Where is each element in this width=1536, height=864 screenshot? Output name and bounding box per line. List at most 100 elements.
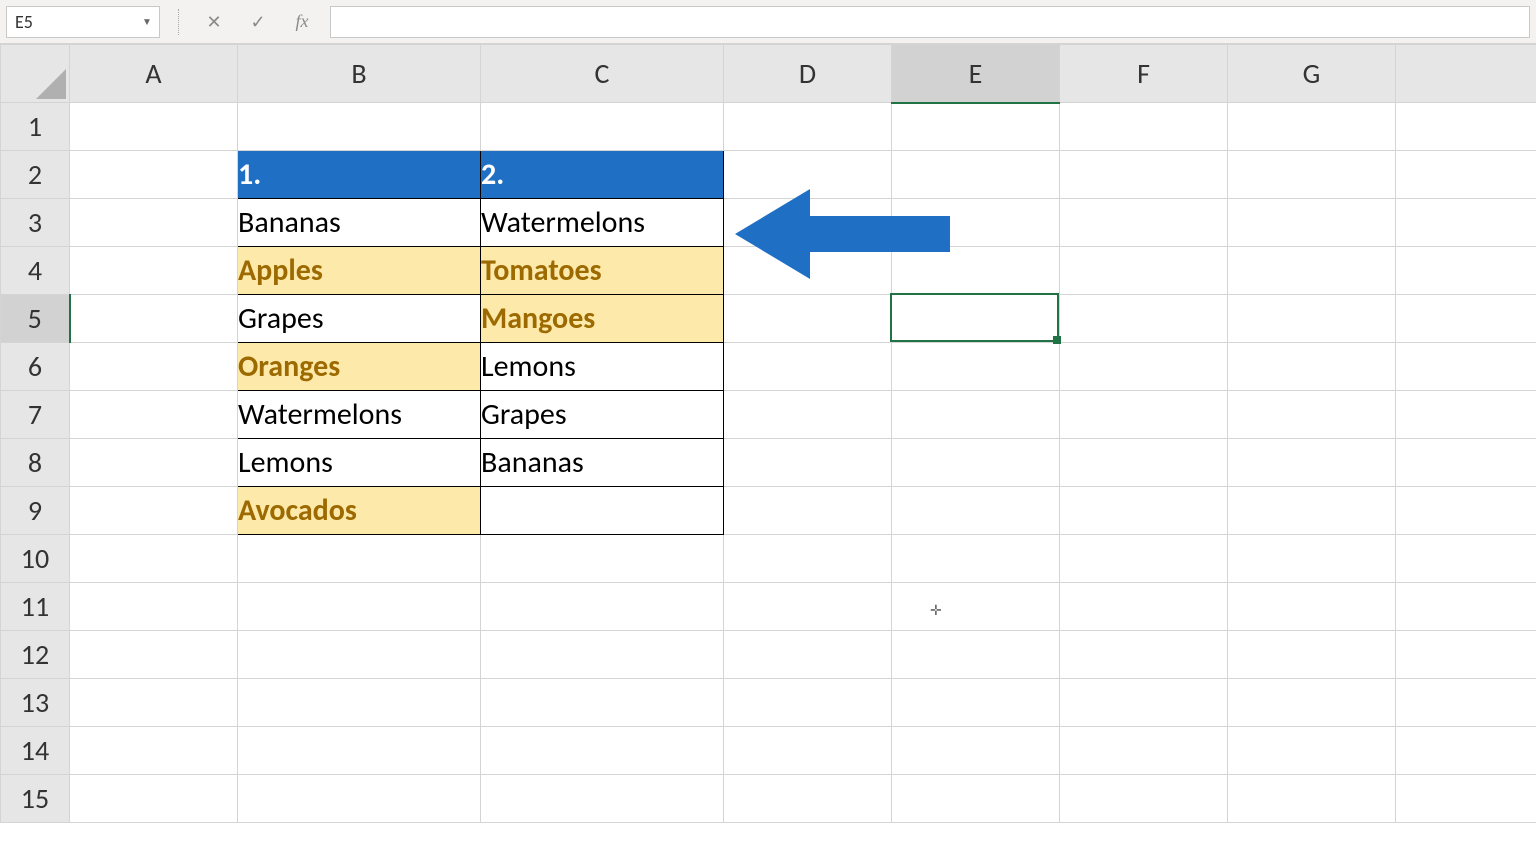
- cell-A7[interactable]: [70, 391, 238, 439]
- cell-E3[interactable]: [892, 199, 1060, 247]
- row-header-13[interactable]: 13: [1, 679, 70, 727]
- cell-G14[interactable]: [1228, 727, 1396, 775]
- cell-H1[interactable]: [1396, 103, 1536, 151]
- cell-F7[interactable]: [1060, 391, 1228, 439]
- cell-H10[interactable]: [1396, 535, 1536, 583]
- cell-C15[interactable]: [481, 775, 724, 823]
- cell-D12[interactable]: [724, 631, 892, 679]
- cell-E1[interactable]: [892, 103, 1060, 151]
- cell-D14[interactable]: [724, 727, 892, 775]
- cell-H9[interactable]: [1396, 487, 1536, 535]
- cell-F5[interactable]: [1060, 295, 1228, 343]
- row-header-14[interactable]: 14: [1, 727, 70, 775]
- cell-C9[interactable]: [481, 487, 724, 535]
- cell-B4[interactable]: Apples: [238, 247, 481, 295]
- row-header-15[interactable]: 15: [1, 775, 70, 823]
- row-header-4[interactable]: 4: [1, 247, 70, 295]
- cell-H4[interactable]: [1396, 247, 1536, 295]
- cell-F2[interactable]: [1060, 151, 1228, 199]
- cell-F11[interactable]: [1060, 583, 1228, 631]
- cell-A5[interactable]: [70, 295, 238, 343]
- cell-G1[interactable]: [1228, 103, 1396, 151]
- accept-icon[interactable]: ✓: [238, 6, 278, 38]
- cell-H8[interactable]: [1396, 439, 1536, 487]
- cell-A11[interactable]: [70, 583, 238, 631]
- cell-A14[interactable]: [70, 727, 238, 775]
- cell-C11[interactable]: [481, 583, 724, 631]
- cell-B1[interactable]: [238, 103, 481, 151]
- cell-B9[interactable]: Avocados: [238, 487, 481, 535]
- cell-H13[interactable]: [1396, 679, 1536, 727]
- row-header-8[interactable]: 8: [1, 439, 70, 487]
- formula-input[interactable]: [330, 6, 1530, 38]
- cell-D3[interactable]: [724, 199, 892, 247]
- cell-D13[interactable]: [724, 679, 892, 727]
- cell-A2[interactable]: [70, 151, 238, 199]
- cell-D8[interactable]: [724, 439, 892, 487]
- cell-C8[interactable]: Bananas: [481, 439, 724, 487]
- cell-E9[interactable]: [892, 487, 1060, 535]
- cell-B7[interactable]: Watermelons: [238, 391, 481, 439]
- cell-B14[interactable]: [238, 727, 481, 775]
- cell-D2[interactable]: [724, 151, 892, 199]
- cell-B10[interactable]: [238, 535, 481, 583]
- spreadsheet[interactable]: A B C D E F G 121.2.3BananasWatermelons4…: [0, 44, 1536, 823]
- cell-D1[interactable]: [724, 103, 892, 151]
- cell-H7[interactable]: [1396, 391, 1536, 439]
- cell-D11[interactable]: [724, 583, 892, 631]
- cell-D10[interactable]: [724, 535, 892, 583]
- cell-C14[interactable]: [481, 727, 724, 775]
- cell-D15[interactable]: [724, 775, 892, 823]
- name-box[interactable]: E5 ▼: [6, 6, 160, 38]
- select-all-corner[interactable]: [1, 45, 70, 103]
- cell-G7[interactable]: [1228, 391, 1396, 439]
- cell-C5[interactable]: Mangoes: [481, 295, 724, 343]
- cell-A3[interactable]: [70, 199, 238, 247]
- cell-G3[interactable]: [1228, 199, 1396, 247]
- cell-C4[interactable]: Tomatoes: [481, 247, 724, 295]
- cell-F6[interactable]: [1060, 343, 1228, 391]
- cell-H5[interactable]: [1396, 295, 1536, 343]
- row-header-11[interactable]: 11: [1, 583, 70, 631]
- row-header-7[interactable]: 7: [1, 391, 70, 439]
- chevron-down-icon[interactable]: ▼: [141, 16, 153, 28]
- col-header-extra[interactable]: [1396, 45, 1536, 103]
- cell-E7[interactable]: [892, 391, 1060, 439]
- cell-B12[interactable]: [238, 631, 481, 679]
- cancel-icon[interactable]: ✕: [194, 6, 234, 38]
- cell-C13[interactable]: [481, 679, 724, 727]
- col-header-F[interactable]: F: [1060, 45, 1228, 103]
- cell-A9[interactable]: [70, 487, 238, 535]
- cell-G9[interactable]: [1228, 487, 1396, 535]
- cell-E8[interactable]: [892, 439, 1060, 487]
- col-header-B[interactable]: B: [238, 45, 481, 103]
- cell-E2[interactable]: [892, 151, 1060, 199]
- cell-E5[interactable]: [892, 295, 1060, 343]
- cell-H2[interactable]: [1396, 151, 1536, 199]
- cell-E14[interactable]: [892, 727, 1060, 775]
- row-header-10[interactable]: 10: [1, 535, 70, 583]
- cell-B11[interactable]: [238, 583, 481, 631]
- cell-A6[interactable]: [70, 343, 238, 391]
- col-header-A[interactable]: A: [70, 45, 238, 103]
- cell-A4[interactable]: [70, 247, 238, 295]
- col-header-E[interactable]: E: [892, 45, 1060, 103]
- cell-G10[interactable]: [1228, 535, 1396, 583]
- row-header-1[interactable]: 1: [1, 103, 70, 151]
- cell-B6[interactable]: Oranges: [238, 343, 481, 391]
- cell-E6[interactable]: [892, 343, 1060, 391]
- cell-B2[interactable]: 1.: [238, 151, 481, 199]
- cell-F13[interactable]: [1060, 679, 1228, 727]
- cell-A13[interactable]: [70, 679, 238, 727]
- cell-G11[interactable]: [1228, 583, 1396, 631]
- cell-B3[interactable]: Bananas: [238, 199, 481, 247]
- row-header-9[interactable]: 9: [1, 487, 70, 535]
- cell-E15[interactable]: [892, 775, 1060, 823]
- cell-F10[interactable]: [1060, 535, 1228, 583]
- cell-B8[interactable]: Lemons: [238, 439, 481, 487]
- cell-E12[interactable]: [892, 631, 1060, 679]
- cell-H11[interactable]: [1396, 583, 1536, 631]
- cell-E10[interactable]: [892, 535, 1060, 583]
- cell-H14[interactable]: [1396, 727, 1536, 775]
- row-header-6[interactable]: 6: [1, 343, 70, 391]
